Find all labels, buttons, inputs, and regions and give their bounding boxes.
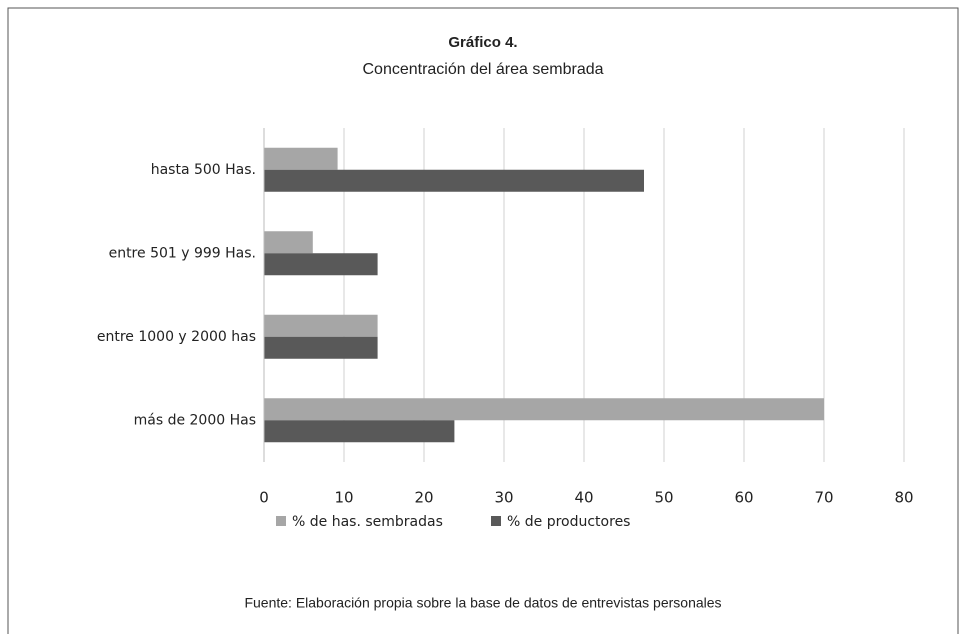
bar [264,314,378,337]
source-note: Fuente: Elaboración propia sobre la base… [244,595,721,611]
x-tick-label: 40 [574,489,593,507]
legend-swatch [491,516,501,526]
x-tick-label: 20 [414,489,433,507]
legend-label: % de has. sembradas [292,514,443,530]
bar [264,147,338,170]
x-tick-label: 10 [334,489,353,507]
x-tick-label: 60 [734,489,753,507]
bar [264,169,644,192]
y-tick-label: más de 2000 Has [134,412,256,428]
bar [264,420,455,443]
bar [264,398,824,421]
x-tick-label: 30 [494,489,513,507]
x-tick-label: 0 [259,489,269,507]
legend-label: % de productores [507,514,630,530]
bar [264,231,313,254]
x-tick-label: 70 [814,489,833,507]
y-tick-label: entre 501 y 999 Has. [109,245,256,261]
y-tick-label: entre 1000 y 2000 has [97,329,256,345]
legend-swatch [276,516,286,526]
chart-subtitle: Concentración del área sembrada [362,61,603,78]
x-tick-label: 50 [654,489,673,507]
frame [7,7,959,634]
chart-title: Gráfico 4. [448,34,517,51]
bar [264,336,378,359]
bar [264,253,378,276]
x-tick-label: 80 [894,489,913,507]
y-tick-label: hasta 500 Has. [151,162,256,178]
